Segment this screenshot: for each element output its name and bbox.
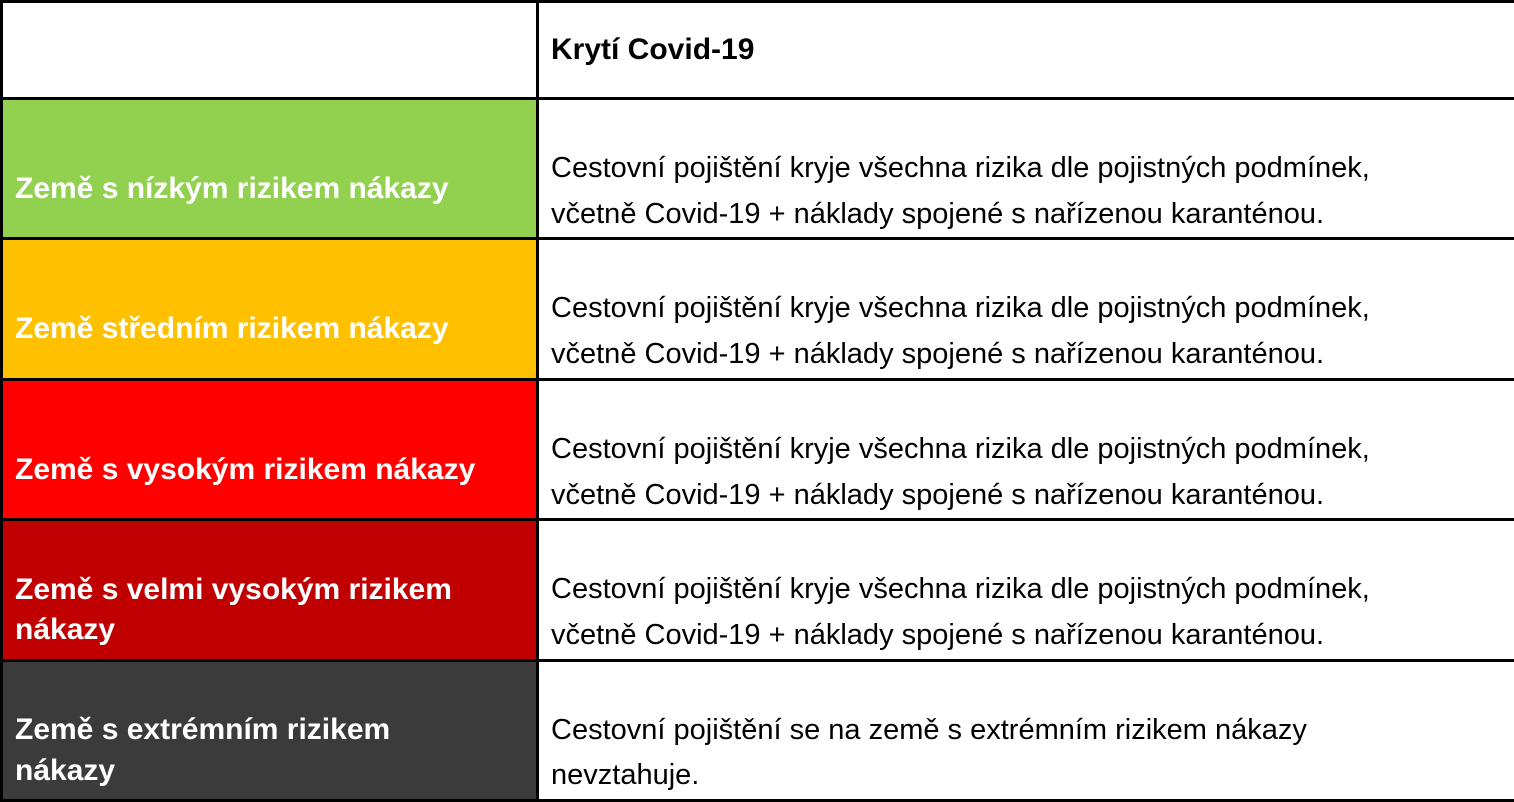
table-row-low-risk: Země s nízkým rizikem nákazy Cestovní po… <box>2 99 1514 239</box>
header-cell-coverage: Krytí Covid-19 <box>538 2 1514 99</box>
coverage-cell-very-high: Cestovní pojištění kryje všechna rizika … <box>538 520 1514 660</box>
risk-label: Země s nízkým rizikem nákazy <box>15 172 449 205</box>
risk-label-cell-high: Země s vysokým rizikem nákazy <box>2 379 538 519</box>
coverage-text: Cestovní pojištění kryje všechna rizika … <box>551 152 1370 230</box>
table-row-medium-risk: Země středním rizikem nákazy Cestovní po… <box>2 239 1514 379</box>
risk-label: Země s vysokým rizikem nákazy <box>15 453 475 486</box>
risk-label: Země středním rizikem nákazy <box>15 312 449 345</box>
coverage-cell-low: Cestovní pojištění kryje všechna rizika … <box>538 99 1514 239</box>
coverage-text: Cestovní pojištění kryje všechna rizika … <box>551 433 1370 511</box>
header-row: Krytí Covid-19 <box>2 2 1514 99</box>
table-row-very-high-risk: Země s velmi vysokým rizikem nákazy Cest… <box>2 520 1514 660</box>
coverage-cell-extreme: Cestovní pojištění se na země s extrémní… <box>538 660 1514 800</box>
risk-label-cell-medium: Země středním rizikem nákazy <box>2 239 538 379</box>
coverage-cell-high: Cestovní pojištění kryje všechna rizika … <box>538 379 1514 519</box>
risk-label-cell-very-high: Země s velmi vysokým rizikem nákazy <box>2 520 538 660</box>
table-row-extreme-risk: Země s extrémním rizikem nákazy Cestovní… <box>2 660 1514 800</box>
risk-label-cell-low: Země s nízkým rizikem nákazy <box>2 99 538 239</box>
risk-label: Země s velmi vysokým rizikem nákazy <box>15 573 452 647</box>
table-title: Krytí Covid-19 <box>551 33 754 66</box>
coverage-text: Cestovní pojištění se na země s extrémní… <box>551 714 1307 792</box>
risk-label-cell-extreme: Země s extrémním rizikem nákazy <box>2 660 538 800</box>
table-row-high-risk: Země s vysokým rizikem nákazy Cestovní p… <box>2 379 1514 519</box>
coverage-text: Cestovní pojištění kryje všechna rizika … <box>551 573 1370 651</box>
header-cell-risk-empty <box>2 2 538 99</box>
risk-label: Země s extrémním rizikem nákazy <box>15 713 390 787</box>
coverage-text: Cestovní pojištění kryje všechna rizika … <box>551 292 1370 370</box>
coverage-cell-medium: Cestovní pojištění kryje všechna rizika … <box>538 239 1514 379</box>
